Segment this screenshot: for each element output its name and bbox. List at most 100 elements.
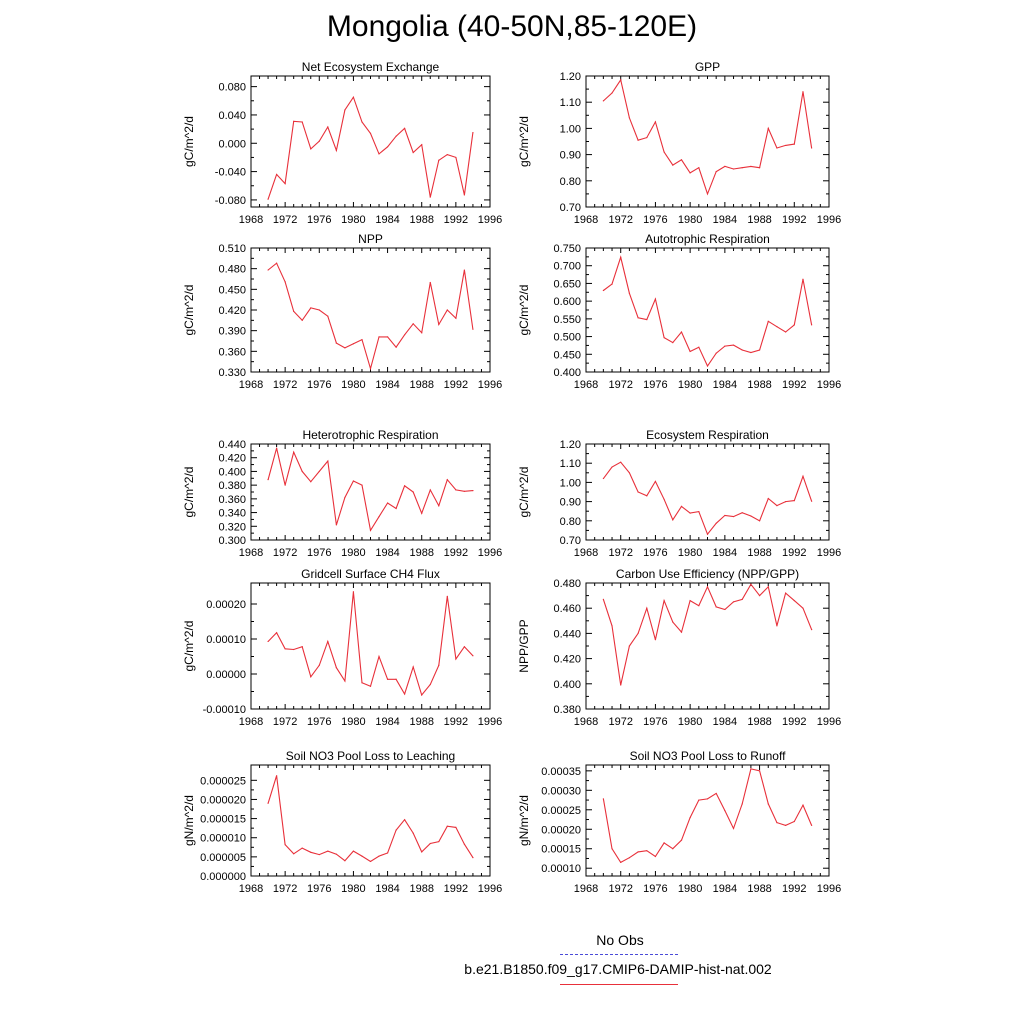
x-tick-label: 1984 [713,547,737,559]
data-point [395,507,397,510]
data-point [663,842,665,844]
data-point [758,520,761,522]
data-point [438,323,440,326]
y-tick-label: 0.450 [218,284,246,296]
series-line [603,78,813,196]
data-point [602,477,604,480]
y-tick-label: 0.450 [553,349,581,361]
x-tick-label: 1988 [747,214,771,226]
data-point [811,324,813,326]
x-tick-label: 1968 [239,214,263,226]
y-tick-label: 0.080 [218,82,246,94]
x-tick-label: 1980 [341,379,365,391]
x-tick-label: 1976 [643,716,667,728]
x-tick-label: 1980 [678,214,702,226]
data-point [293,648,295,651]
x-tick-label: 1996 [478,547,502,559]
data-point [715,606,717,608]
x-tick-label: 1992 [782,547,806,559]
data-point [386,336,389,338]
data-point [637,139,639,141]
data-point [361,484,363,486]
data-point [352,850,355,852]
data-point [318,140,320,142]
data-point [404,334,406,336]
y-tick-label: 0.480 [553,578,581,590]
panel-5: Ecosystem Respiration gC/m^2/d 1968 1972 197… [517,428,841,559]
data-point [352,480,355,482]
data-point [352,343,355,345]
data-point [369,685,372,687]
y-tick-label: 1.20 [560,71,581,83]
data-point [446,825,448,827]
y-tick-label: 0.330 [218,367,246,379]
data-point [732,827,735,830]
x-tick-label: 1984 [375,214,399,226]
data-point [404,485,406,487]
data-point [741,803,743,805]
data-point [689,600,691,602]
y-tick-label: 0.360 [218,346,246,358]
series-line [267,447,473,532]
data-point [602,100,604,102]
y-tick-label: 0.380 [553,704,581,716]
x-tick-label: 1968 [574,214,598,226]
data-point [344,860,346,862]
y-tick-label: 0.00020 [206,599,246,611]
data-point [404,819,406,821]
y-axis-label: gC/m^2/d [182,621,196,672]
y-axis-label: gN/m^2/d [182,795,196,846]
y-tick-label: 0.90 [560,150,581,162]
series-line [267,775,474,863]
x-tick-label: 1996 [478,379,502,391]
data-point [646,495,648,497]
data-point [663,600,665,602]
panel-title: Soil NO3 Pool Loss to Runoff [630,749,787,763]
y-tick-label: 0.500 [553,332,581,344]
data-point [318,664,320,666]
data-point [352,96,355,98]
x-tick-label: 1968 [239,547,263,559]
plot-frame [250,443,491,541]
data-point [602,598,604,600]
x-tick-label: 1972 [273,214,297,226]
data-point [395,829,397,831]
y-tick-label: 0.480 [218,264,246,276]
y-tick-label: -0.040 [215,167,246,179]
data-point [421,512,423,514]
data-point [344,496,346,499]
data-point [672,164,674,166]
data-point [404,127,406,129]
data-point [463,269,465,271]
y-tick-label: 0.80 [560,176,581,188]
data-point [412,323,414,325]
data-point [646,318,648,321]
data-point [455,156,457,159]
legend-noobs-label: No Obs [596,932,644,948]
data-point [293,853,295,855]
y-tick-label: 0.400 [553,679,581,691]
data-point [310,676,312,678]
y-tick-label: 0.420 [218,305,246,317]
x-tick-label: 1992 [444,214,468,226]
panel-0: Net Ecosystem Exchange gC/m^2/d 1968 1972 19… [182,60,502,226]
panel-title: Autotrophic Respiration [645,232,770,246]
data-point [361,121,363,123]
data-point [455,489,457,491]
data-point [395,135,397,137]
data-point [715,352,717,354]
data-point [741,167,743,169]
y-tick-label: 0.400 [218,466,246,478]
data-point [620,461,622,463]
data-point [680,331,683,333]
x-tick-label: 1976 [307,379,331,391]
plot-frame [250,247,491,373]
data-point [412,491,414,493]
data-point [267,802,269,804]
data-point [429,281,431,284]
x-tick-label: 1988 [747,547,771,559]
x-tick-label: 1984 [375,547,399,559]
x-tick-label: 1996 [817,547,841,559]
x-tick-label: 1996 [478,214,502,226]
x-tick-label: 1968 [239,883,263,895]
